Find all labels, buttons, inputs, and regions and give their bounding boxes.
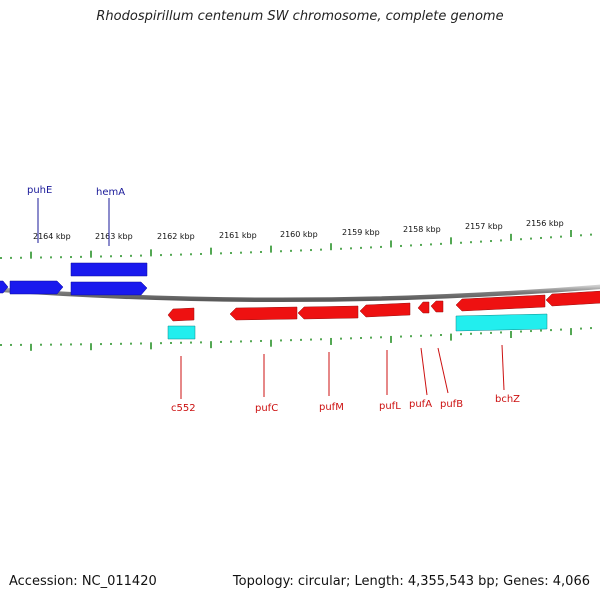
kbp-label: 2164 kbp [33, 232, 71, 241]
lower-tick-track [0, 327, 592, 351]
gene-arrow[interactable] [70, 281, 148, 296]
gene-label-pufA[interactable]: pufA [409, 399, 432, 410]
genome-summary-text: Topology: circular; Length: 4,355,543 bp… [232, 574, 590, 589]
reverse-genes [167, 290, 600, 322]
gene-label-c552[interactable]: c552 [171, 403, 196, 414]
gene-label-hemA[interactable]: hemA [96, 187, 125, 198]
kbp-label: 2158 kbp [403, 225, 441, 234]
kbp-label: 2157 kbp [465, 222, 503, 231]
reverse-label-leaders [180, 344, 505, 399]
upper-tick-track [0, 229, 592, 259]
rna-feature[interactable] [167, 325, 196, 340]
gene-arrow[interactable] [417, 301, 430, 314]
kbp-label: 2156 kbp [526, 219, 564, 228]
gene-arrow[interactable] [0, 280, 9, 294]
gene-arrow[interactable] [229, 306, 298, 321]
kbp-label: 2160 kbp [280, 230, 318, 239]
reverse-gene-labels: c552 pufC pufM pufL pufA pufB bchZ [171, 394, 520, 414]
gene-arrow[interactable] [70, 262, 148, 277]
gene-arrow[interactable] [545, 290, 600, 307]
forward-gene-labels: puhE hemA [27, 185, 125, 198]
accession-text: Accession: NC_011420 [9, 574, 157, 589]
gene-label-pufM[interactable]: pufM [319, 402, 344, 413]
gene-arrow[interactable] [167, 307, 195, 322]
gene-label-pufC[interactable]: pufC [255, 403, 278, 414]
kbp-label: 2163 kbp [95, 232, 133, 241]
chromosome-title: Rhodospirillum centenum SW chromosome, c… [96, 9, 504, 24]
gene-arrow[interactable] [297, 305, 359, 320]
rna-features [167, 313, 548, 340]
rna-feature[interactable] [455, 313, 548, 332]
gene-arrow[interactable] [455, 294, 546, 312]
forward-genes [0, 262, 148, 296]
kbp-label: 2159 kbp [342, 228, 380, 237]
gene-arrow[interactable] [9, 280, 64, 295]
kbp-label: 2162 kbp [157, 232, 195, 241]
gene-label-bchZ[interactable]: bchZ [495, 394, 520, 405]
gene-label-pufL[interactable]: pufL [379, 401, 401, 412]
gene-label-pufB[interactable]: pufB [440, 399, 463, 410]
gene-arrow[interactable] [359, 302, 411, 318]
kbp-label: 2161 kbp [219, 231, 257, 240]
kbp-scale: 2164 kbp 2163 kbp 2162 kbp 2161 kbp 2160… [33, 219, 564, 241]
gene-arrow[interactable] [430, 300, 444, 313]
gene-label-puhE[interactable]: puhE [27, 185, 52, 196]
forward-label-leaders [37, 198, 110, 246]
